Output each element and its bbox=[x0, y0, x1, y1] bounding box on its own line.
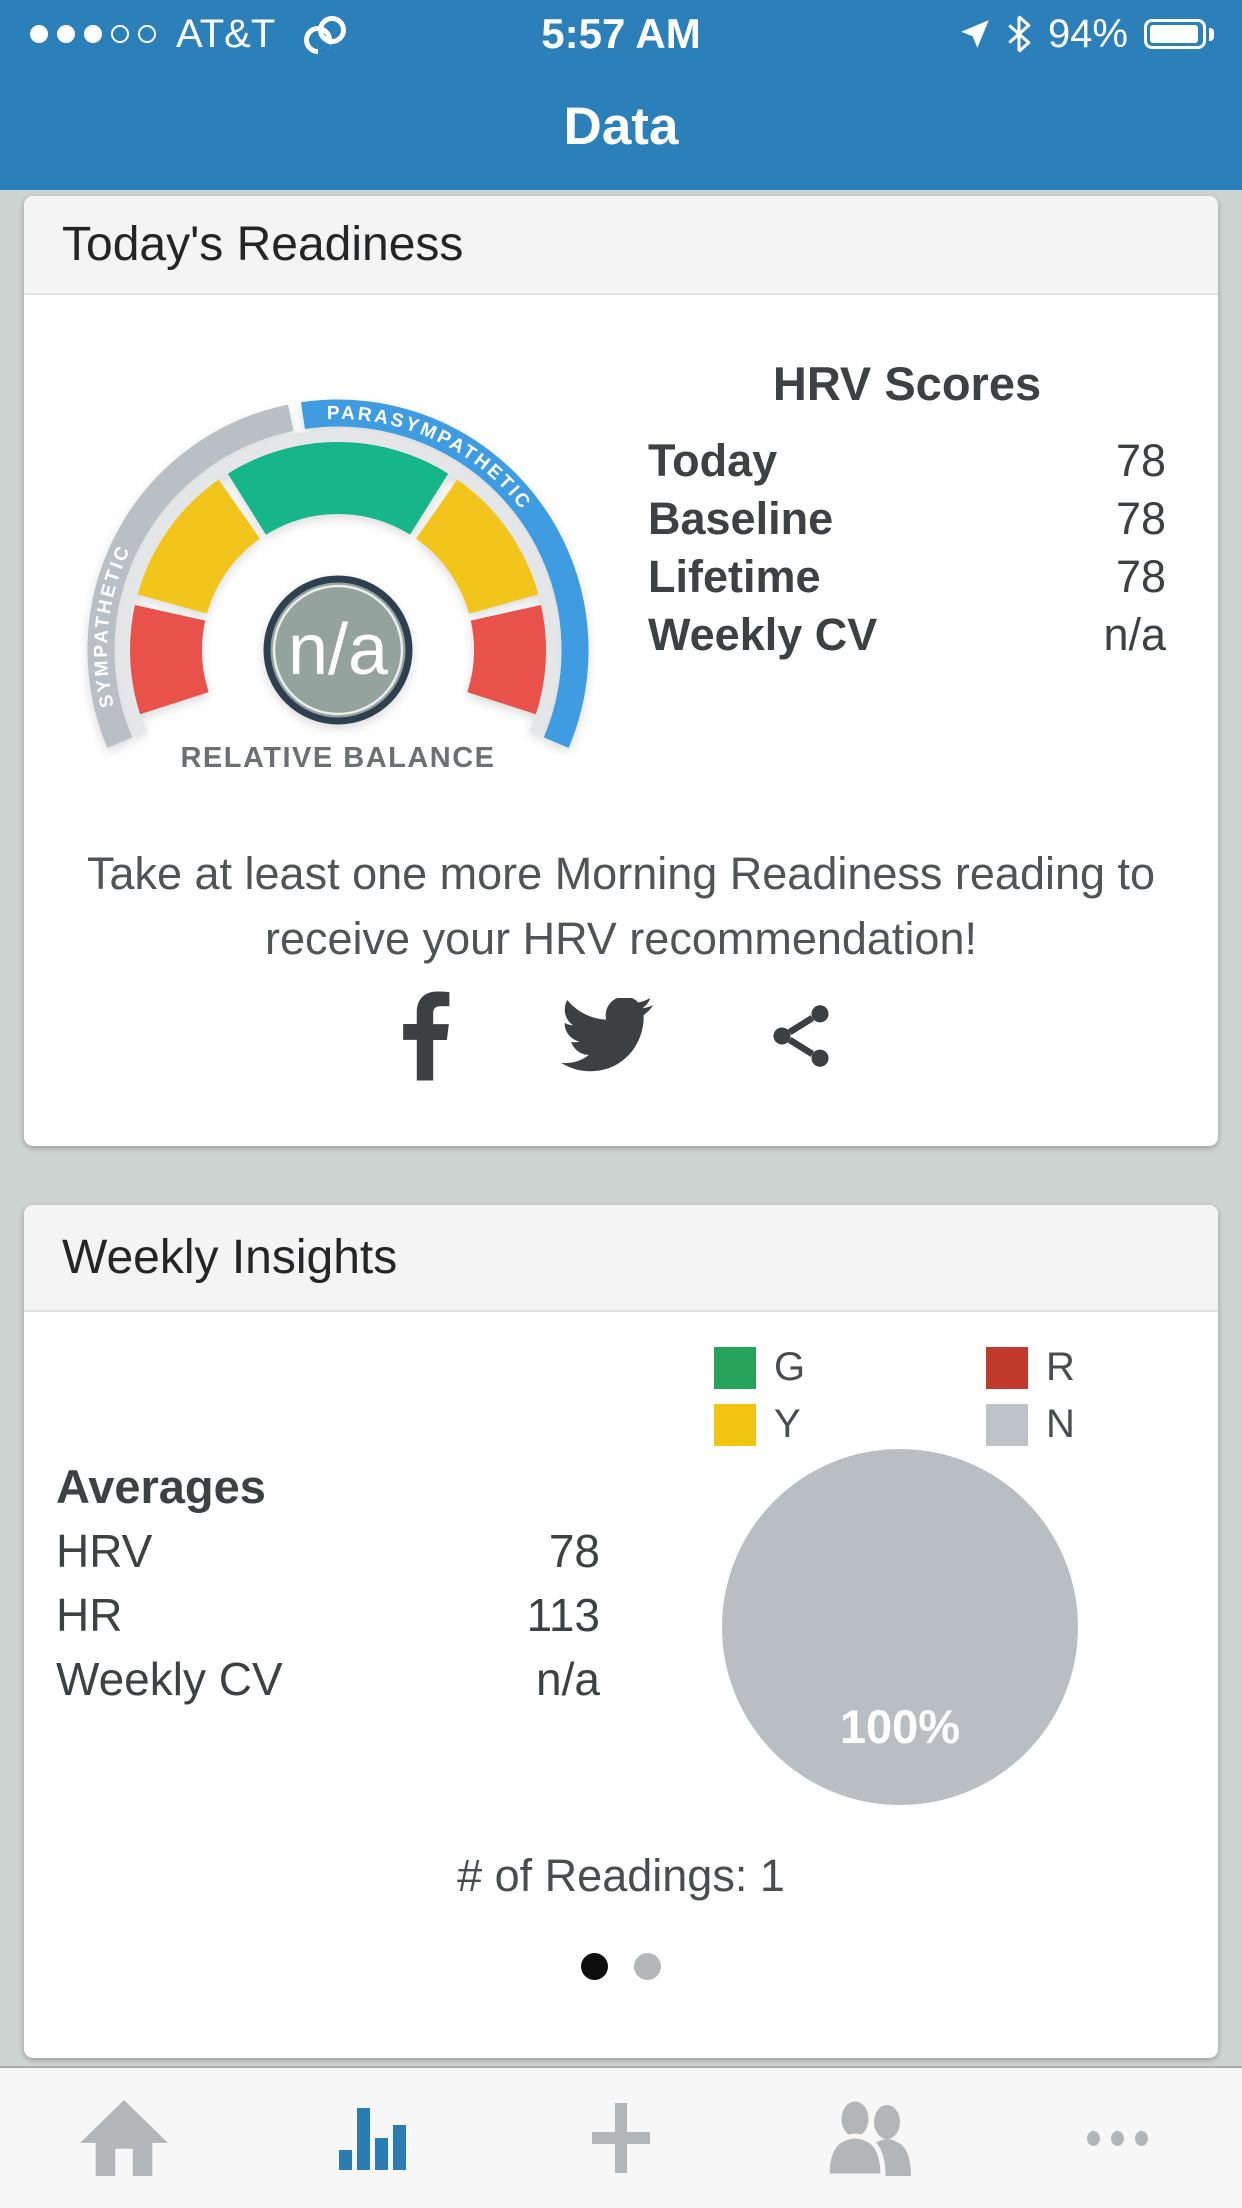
pie-data-label: 100% bbox=[839, 1700, 961, 1753]
legend-swatch bbox=[986, 1346, 1028, 1389]
avg-row-hrv: HRV 78 bbox=[56, 1525, 600, 1577]
gauge-center-label: RELATIVE BALANCE bbox=[180, 742, 496, 774]
gauge-center-value: n/a bbox=[287, 610, 389, 690]
hrv-scores-title: HRV Scores bbox=[772, 357, 1042, 410]
battery-nub bbox=[1209, 27, 1214, 41]
averages-title: Averages bbox=[56, 1460, 266, 1513]
score-row-today: Today 78 bbox=[648, 435, 1166, 486]
share-icon[interactable] bbox=[763, 995, 839, 1077]
page-dot[interactable] bbox=[581, 1953, 608, 1980]
tab-home[interactable] bbox=[0, 2068, 248, 2208]
averages-block: Averages HRV 78 HR 113 Weekly CV n/a bbox=[56, 1455, 600, 1711]
legend-item-gray: N bbox=[986, 1402, 1184, 1447]
readiness-card-title: Today's Readiness bbox=[62, 218, 464, 271]
carrier-label: AT&T bbox=[176, 11, 276, 56]
bar-chart-icon bbox=[339, 2108, 407, 2170]
pie-legend: G R Y N bbox=[714, 1345, 1184, 1447]
readiness-message: Take at least one more Morning Readiness… bbox=[86, 848, 1156, 965]
legend-swatch bbox=[714, 1403, 756, 1446]
readiness-card-header: Today's Readiness bbox=[24, 196, 1218, 295]
bluetooth-icon bbox=[1008, 15, 1031, 53]
legend-item-red: R bbox=[986, 1345, 1184, 1390]
legend-swatch bbox=[714, 1346, 756, 1389]
tab-bar bbox=[0, 2066, 1242, 2208]
status-time: 5:57 AM bbox=[541, 10, 701, 57]
legend-item-yellow: Y bbox=[714, 1402, 986, 1447]
score-row-lifetime: Lifetime 78 bbox=[648, 551, 1166, 602]
tab-data[interactable] bbox=[248, 2068, 496, 2208]
legend-swatch bbox=[986, 1403, 1028, 1446]
page-title: Data bbox=[563, 97, 679, 156]
facebook-icon[interactable] bbox=[403, 991, 451, 1081]
battery-percent-label: 94% bbox=[1047, 11, 1128, 56]
top-header: AT&T 5:57 AM 94% Data bbox=[0, 0, 1242, 190]
insights-card-header: Weekly Insights bbox=[24, 1205, 1218, 1312]
tab-community[interactable] bbox=[745, 2068, 993, 2208]
score-row-baseline: Baseline 78 bbox=[648, 493, 1166, 544]
score-row-weekly-cv: Weekly CV n/a bbox=[648, 609, 1166, 660]
insights-card-title: Weekly Insights bbox=[62, 1231, 398, 1284]
people-icon bbox=[824, 2100, 912, 2176]
status-bar: AT&T 5:57 AM 94% bbox=[0, 8, 1242, 60]
readiness-card: Today's Readiness SYMPATHETIC PARASYMPATH… bbox=[24, 196, 1218, 1146]
location-arrow-icon bbox=[961, 20, 989, 48]
insights-card: Weekly Insights G R Y N Averages HRV 78 … bbox=[24, 1205, 1218, 2058]
hrv-scores-block: HRV Scores Today 78 Baseline 78 Lifetime… bbox=[648, 354, 1166, 664]
readings-count-label: # of Readings: 1 bbox=[457, 1850, 785, 1901]
share-row bbox=[24, 986, 1218, 1086]
legend-item-green: G bbox=[714, 1345, 986, 1390]
avg-row-hr: HR 113 bbox=[56, 1589, 600, 1641]
personal-hotspot-icon bbox=[304, 16, 347, 54]
ellipsis-icon bbox=[1087, 2130, 1149, 2146]
twitter-icon[interactable] bbox=[561, 998, 653, 1074]
tab-add-reading[interactable] bbox=[497, 2068, 745, 2208]
battery-icon bbox=[1144, 19, 1206, 49]
avg-row-weekly-cv: Weekly CV n/a bbox=[56, 1653, 600, 1705]
signal-strength-icon bbox=[30, 25, 156, 43]
plus-icon bbox=[592, 2103, 651, 2173]
tab-more[interactable] bbox=[994, 2068, 1242, 2208]
home-icon bbox=[80, 2100, 169, 2176]
page-dot[interactable] bbox=[634, 1953, 661, 1980]
pie-chart: 100% bbox=[722, 1449, 1078, 1805]
pagination-dots bbox=[24, 1953, 1218, 1980]
